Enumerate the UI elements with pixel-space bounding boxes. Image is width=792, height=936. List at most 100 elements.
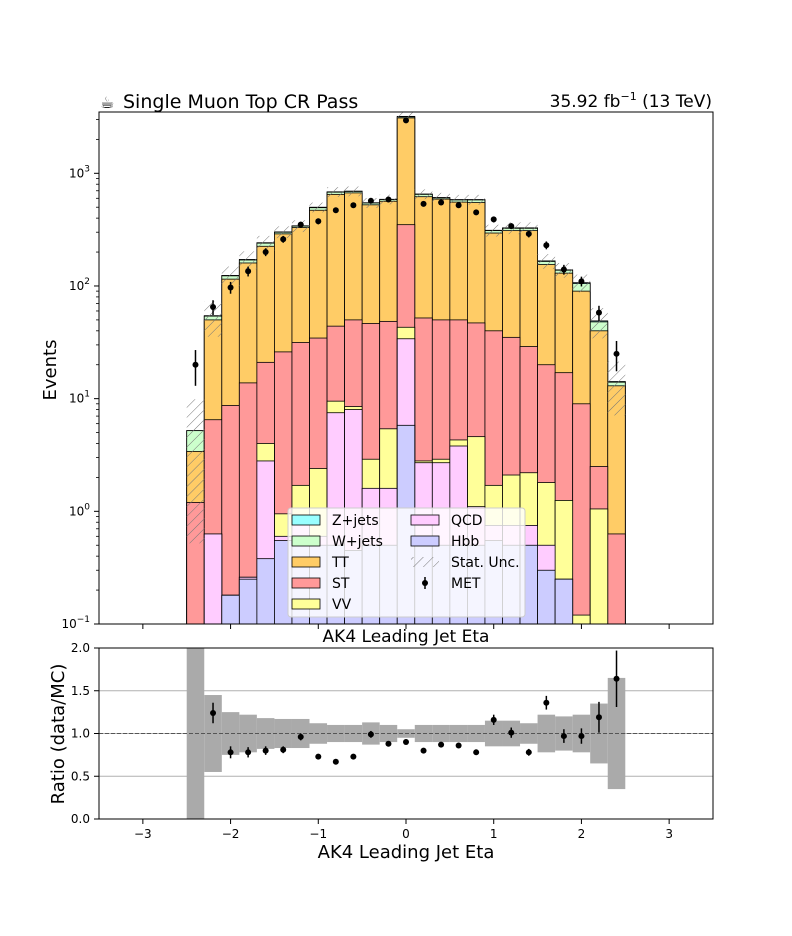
legend-entry: W+jets (291, 534, 383, 550)
ratio-point (455, 742, 462, 749)
legend-swatch (291, 598, 321, 610)
legend-entry: VV (291, 597, 352, 613)
legend: Z+jets QCD W+jets Hbb TT Stat. Unc. ST MET VV (287, 507, 526, 618)
data-point (262, 249, 269, 256)
data-point (192, 361, 199, 368)
legend-entry: Z+jets (291, 513, 379, 529)
legend-label: Z+jets (332, 513, 379, 529)
ratio-point (297, 733, 304, 740)
legend-entry: Hbb (410, 534, 479, 550)
ratio-y-tick-label: 1.0 (71, 727, 90, 741)
stack-bar (554, 578, 574, 624)
legend-label: QCD (451, 513, 483, 529)
ratio-point (420, 747, 427, 754)
ratio-point (210, 709, 217, 716)
ratio-band-bin (274, 718, 292, 749)
ratio-point (560, 733, 567, 740)
y-tick-exp: 0 (84, 502, 90, 512)
stat-unc-hatch (467, 194, 485, 205)
ratio-point (227, 749, 234, 756)
y-tick-base: 10 (69, 392, 84, 406)
stat-unc-hatch (449, 194, 468, 205)
ratio-band-bin (221, 712, 240, 755)
y-tick-label: 101 (69, 390, 90, 406)
ratio-point (508, 729, 515, 736)
stack-bar (572, 403, 591, 624)
stat-unc-hatch (590, 308, 608, 339)
stat-unc-hatch (221, 266, 240, 287)
ratio-point (385, 740, 392, 747)
ratio-point (490, 716, 497, 723)
stat-unc-hatch (186, 399, 205, 544)
stat-unc-hatch (520, 222, 538, 235)
y-tick-label: 10−1 (61, 615, 90, 631)
ratio-x-tick-label: 3 (665, 827, 673, 841)
lumi-energy: (13 TeV) (637, 92, 712, 112)
y-tick-base: 10 (69, 279, 84, 293)
legend-label: MET (451, 576, 481, 592)
ratio-x-tick-label: −3 (134, 827, 152, 841)
ratio-x-tick-label: −2 (222, 827, 240, 841)
ratio-band-bin (449, 724, 468, 743)
legend-entry: ST (291, 576, 350, 592)
stack-bar (589, 508, 609, 624)
ratio-point (473, 749, 480, 756)
stat-unc-hatch (607, 361, 626, 416)
data-point (525, 230, 532, 237)
stat-unc-hatch (484, 224, 503, 237)
legend-swatch (291, 535, 321, 547)
coffee-cup-icon: ☕ (100, 93, 114, 112)
legend-marker (422, 580, 428, 586)
ratio-band-bin (239, 714, 257, 753)
ratio-band-bin (484, 720, 503, 747)
data-point (245, 268, 252, 275)
stack-bar (607, 533, 626, 624)
legend-label: Hbb (451, 534, 479, 550)
legend-swatch (410, 535, 440, 547)
stat-unc-hatch (327, 187, 345, 197)
data-point (332, 207, 339, 214)
legend-label: W+jets (332, 534, 383, 550)
legend-swatch (410, 514, 440, 526)
y-tick-label: 102 (69, 277, 90, 293)
y-tick-label: 100 (69, 502, 90, 518)
legend-entry: QCD (410, 513, 483, 529)
ratio-y-ticks: 0.0 0.5 1.0 1.5 2.0 (71, 641, 99, 826)
data-point (613, 350, 620, 357)
legend-label: ST (332, 576, 350, 592)
stack-bar (221, 405, 240, 624)
ratio-y-tick-label: 1.5 (71, 684, 90, 698)
stat-unc-hatch (309, 202, 328, 213)
main-x-axis-label: AK4 Leading Jet Eta (323, 627, 490, 647)
luminosity-label: 35.92 fb−1 (13 TeV) (550, 90, 712, 112)
stat-unc-hatch (274, 226, 292, 239)
main-y-axis-label: Events (40, 340, 61, 401)
data-point (210, 304, 217, 311)
y-tick-exp: −1 (77, 615, 90, 625)
ratio-panel: 0.0 0.5 1.0 1.5 2.0 −3 −2 −1 0 1 2 3 Ratio (data/M… (48, 641, 714, 863)
legend-entry: MET (422, 576, 481, 592)
ratio-point (367, 731, 374, 738)
ratio-point (578, 733, 585, 740)
ratio-point (525, 749, 532, 756)
ratio-x-tick-label: 1 (490, 827, 498, 841)
ratio-point (438, 741, 445, 748)
stack-bar (238, 578, 258, 624)
data-point (490, 216, 497, 223)
legend-label: TT (331, 555, 349, 571)
ratio-point (315, 753, 322, 760)
legend-box (287, 507, 526, 618)
ratio-point (403, 739, 409, 746)
y-tick-exp: 1 (84, 390, 90, 400)
stat-unc-hatch (204, 300, 222, 337)
stat-unc-hatch (432, 192, 450, 203)
stack-bar (256, 558, 275, 624)
ratio-band-bin (467, 724, 485, 743)
data-point (438, 199, 445, 206)
ratio-x-axis-label: AK4 Leading Jet Eta (318, 842, 495, 863)
stat-unc-hatch (256, 235, 275, 251)
stat-unc-hatch (397, 112, 415, 121)
data-point (455, 202, 462, 209)
